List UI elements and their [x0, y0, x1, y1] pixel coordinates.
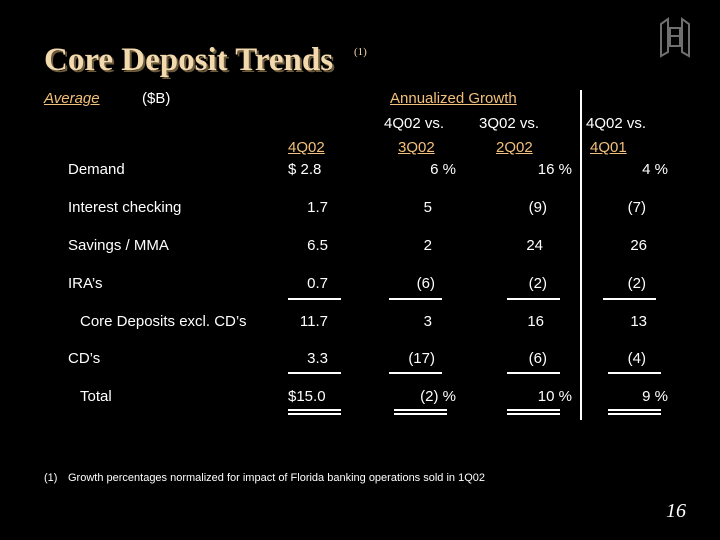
savings-mma-growth-4q01: 26	[630, 237, 647, 254]
core-deposits-growth-3q02: 3	[423, 313, 432, 330]
company-logo-icon	[660, 17, 690, 58]
iras-growth-3q02: (6)	[416, 275, 435, 292]
subtotal-underline-col2	[389, 298, 442, 300]
footnote-marker: (1)	[44, 472, 58, 484]
col1-header: 4Q02	[288, 139, 325, 156]
subtotal-underline-col3	[507, 298, 560, 300]
demand-growth-3q02: 6 %	[430, 161, 456, 178]
savings-mma-growth-3q02: 2	[423, 237, 432, 254]
double-underline-col4-b	[608, 413, 661, 415]
savings-mma-4q02: 6.5	[307, 237, 328, 254]
iras-growth-4q01: (2)	[627, 275, 646, 292]
row-label-savings-mma: Savings / MMA	[68, 237, 169, 254]
total-growth-4q01: 9 %	[642, 388, 668, 405]
row-label-demand: Demand	[68, 161, 125, 178]
col3-header-line2: 2Q02	[496, 139, 533, 156]
double-underline-col4-a	[608, 409, 661, 411]
unit-label: ($B)	[142, 90, 171, 107]
double-underline-col1-a	[288, 409, 341, 411]
total-growth-2q02: 10 %	[537, 388, 572, 405]
interest-checking-growth-3q02: 5	[423, 199, 432, 216]
subtotal-underline-col4	[603, 298, 656, 300]
total-underline-col2	[389, 372, 442, 374]
iras-4q02: 0.7	[307, 275, 328, 292]
total-growth-3q02: (2) %	[420, 388, 456, 405]
page-number: 16	[666, 500, 686, 522]
page-title: Core Deposit Trends	[44, 42, 334, 78]
total-4q02: $15.0	[288, 388, 326, 405]
col2-header-line1: 4Q02 vs.	[384, 115, 445, 132]
double-underline-col3-a	[507, 409, 560, 411]
col3-header-line1: 3Q02 vs.	[479, 115, 540, 132]
cds-growth-3q02: (17)	[408, 350, 435, 367]
col4-header-line1: 4Q02 vs.	[586, 115, 647, 132]
double-underline-col1-b	[288, 413, 341, 415]
cds-4q02: 3.3	[307, 350, 328, 367]
subtotal-underline-col1	[288, 298, 341, 300]
row-label-interest-checking: Interest checking	[68, 199, 182, 216]
interest-checking-4q02: 1.7	[307, 199, 328, 216]
total-underline-col3	[507, 372, 560, 374]
cds-growth-4q01: (4)	[627, 350, 646, 367]
double-underline-col3-b	[507, 413, 560, 415]
footnote-text: Growth percentages normalized for impact…	[68, 472, 486, 484]
title-footnote-marker: (1)	[354, 46, 367, 58]
total-underline-col4	[608, 372, 661, 374]
row-label-total: Total	[80, 388, 112, 405]
savings-mma-growth-2q02: 24	[526, 237, 543, 254]
interest-checking-growth-2q02: (9)	[528, 199, 547, 216]
average-label: Average	[44, 90, 100, 107]
core-deposits-growth-4q01: 13	[630, 313, 647, 330]
col2-header-line2: 3Q02	[398, 139, 435, 156]
column-divider	[580, 90, 582, 420]
annualized-growth-heading: Annualized Growth	[390, 90, 517, 107]
col4-header-line2: 4Q01	[590, 139, 627, 156]
row-label-cds: CD’s	[68, 350, 101, 367]
demand-4q02: $ 2.8	[288, 161, 322, 178]
core-deposits-4q02: 11.7	[299, 313, 328, 330]
row-label-iras: IRA’s	[68, 275, 103, 292]
double-underline-col2-a	[394, 409, 447, 411]
total-underline-col1	[288, 372, 341, 374]
demand-growth-4q01: 4 %	[642, 161, 668, 178]
row-label-core-deposits: Core Deposits excl. CD’s	[80, 313, 247, 330]
demand-growth-2q02: 16 %	[537, 161, 572, 178]
iras-growth-2q02: (2)	[528, 275, 547, 292]
cds-growth-2q02: (6)	[528, 350, 547, 367]
interest-checking-growth-4q01: (7)	[627, 199, 646, 216]
core-deposits-growth-2q02: 16	[527, 313, 544, 330]
double-underline-col2-b	[394, 413, 447, 415]
